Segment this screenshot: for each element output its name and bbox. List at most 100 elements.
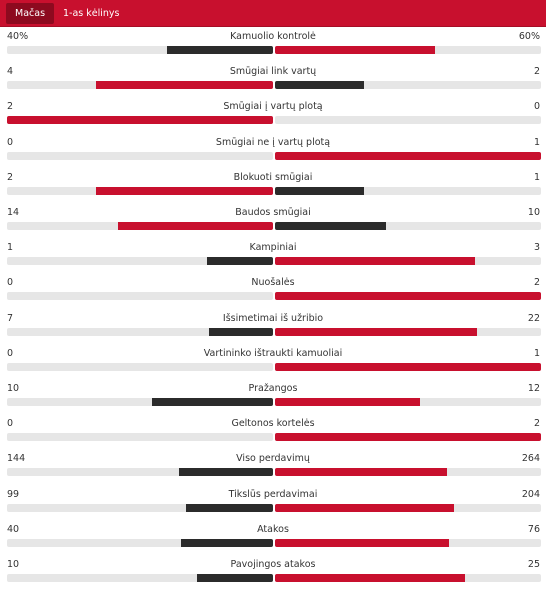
stat-row: 40 Atakos 76 <box>0 520 546 555</box>
home-value: 0 <box>7 277 14 289</box>
away-bar-fill <box>275 222 386 230</box>
away-value: 2 <box>533 418 540 430</box>
away-bar-fill <box>275 538 450 547</box>
home-value: 0 <box>7 418 14 430</box>
home-bar-fill <box>95 81 273 90</box>
stat-name: Pražangos <box>248 383 298 394</box>
away-bar-fill <box>275 46 435 54</box>
home-bar-track <box>7 327 273 336</box>
stat-name: Tikslūs perdavimai <box>228 488 318 500</box>
home-value: 1 <box>7 242 14 254</box>
stat-name: Geltonos kortelės <box>231 418 315 430</box>
away-value: 1 <box>533 171 540 183</box>
home-bar-fill <box>208 327 273 336</box>
home-bar-fill <box>181 538 273 547</box>
away-value: 76 <box>527 523 540 535</box>
home-bar-track <box>7 433 273 442</box>
away-bar-fill <box>275 468 448 477</box>
stat-name: Smūgiai ne į vartų plotą <box>215 136 331 148</box>
away-bar-fill <box>275 398 421 406</box>
stat-row: 40% Kamuolio kontrolė 60% <box>0 27 546 62</box>
away-value: 12 <box>527 383 540 394</box>
away-bar-track <box>275 81 541 90</box>
away-value: 3 <box>533 242 540 254</box>
home-value: 40 <box>7 523 20 535</box>
away-value: 204 <box>521 488 540 500</box>
away-bar-fill <box>275 186 364 195</box>
away-value: 1 <box>533 136 540 148</box>
stat-row: 7 Išsimetimai iš užribio 22 <box>0 309 546 344</box>
stat-name: Baudos smūgiai <box>235 207 311 218</box>
stat-row: 10 Pavojingos atakos 25 <box>0 555 546 590</box>
stat-row: 14 Baudos smūgiai 10 <box>0 203 546 238</box>
away-bar-track <box>275 468 541 477</box>
tab-first-half[interactable]: 1-as kėlinys <box>63 7 120 19</box>
stat-row: 144 Viso perdavimų 264 <box>0 449 546 484</box>
tab-bar: Mačas 1-as kėlinys <box>0 0 546 27</box>
home-bar-track <box>7 538 273 547</box>
stat-row: 99 Tikslūs perdavimai 204 <box>0 485 546 520</box>
away-bar-track <box>275 151 541 160</box>
home-value: 99 <box>7 488 20 500</box>
stat-row: 0 Nuošalės 2 <box>0 273 546 308</box>
home-value: 144 <box>7 453 26 465</box>
away-bar-fill <box>275 574 465 582</box>
tab-match[interactable]: Mačas <box>6 2 55 24</box>
away-bar-track <box>275 538 541 547</box>
stat-row: 0 Geltonos kortelės 2 <box>0 414 546 449</box>
away-bar-track <box>275 574 541 582</box>
away-value: 60% <box>518 31 540 42</box>
away-bar-fill <box>275 151 541 160</box>
home-bar-track <box>7 46 273 54</box>
stat-row: 0 Smūgiai ne į vartų plotą 1 <box>0 133 546 168</box>
home-bar-track <box>7 116 273 125</box>
home-value: 0 <box>7 136 14 148</box>
away-bar-track <box>275 503 541 512</box>
home-bar-track <box>7 468 273 477</box>
away-bar-fill <box>275 292 541 301</box>
home-value: 10 <box>7 383 20 394</box>
home-bar-track <box>7 503 273 512</box>
home-value: 10 <box>7 559 20 570</box>
away-bar-track <box>275 222 541 230</box>
away-value: 264 <box>521 453 540 465</box>
stat-row: 2 Smūgiai į vartų plotą 0 <box>0 97 546 132</box>
away-bar-track <box>275 433 541 442</box>
away-bar-track <box>275 186 541 195</box>
away-value: 10 <box>527 207 540 218</box>
home-bar-track <box>7 574 273 582</box>
away-bar-track <box>275 292 541 301</box>
home-bar-fill <box>186 503 273 512</box>
away-value: 22 <box>527 312 540 324</box>
away-bar-fill <box>275 81 364 90</box>
away-bar-fill <box>275 327 477 336</box>
stat-name: Išsimetimai iš užribio <box>222 312 324 324</box>
away-bar-track <box>275 362 541 371</box>
home-bar-track <box>7 151 273 160</box>
away-bar-track <box>275 116 541 125</box>
away-value: 0 <box>533 101 540 113</box>
stat-name: Nuošalės <box>251 277 295 289</box>
home-value: 7 <box>7 312 14 324</box>
home-bar-track <box>7 292 273 301</box>
home-value: 14 <box>7 207 20 218</box>
home-bar-fill <box>117 222 273 230</box>
stat-name: Kamuolio kontrolė <box>230 31 316 42</box>
home-value: 2 <box>7 171 14 183</box>
stat-name: Atakos <box>257 523 289 535</box>
away-value: 25 <box>527 559 540 570</box>
stat-name: Kampiniai <box>249 242 297 254</box>
home-bar-fill <box>179 468 273 477</box>
home-bar-track <box>7 222 273 230</box>
away-bar-fill <box>275 362 541 371</box>
home-bar-fill <box>166 46 273 54</box>
home-bar-track <box>7 362 273 371</box>
home-bar-fill <box>206 257 273 266</box>
home-bar-track <box>7 398 273 406</box>
home-value: 4 <box>7 66 14 78</box>
away-bar-fill <box>275 503 455 512</box>
home-value: 40% <box>7 31 29 42</box>
away-bar-fill <box>275 257 475 266</box>
stat-name: Blokuoti smūgiai <box>233 171 313 183</box>
home-bar-fill <box>95 186 273 195</box>
